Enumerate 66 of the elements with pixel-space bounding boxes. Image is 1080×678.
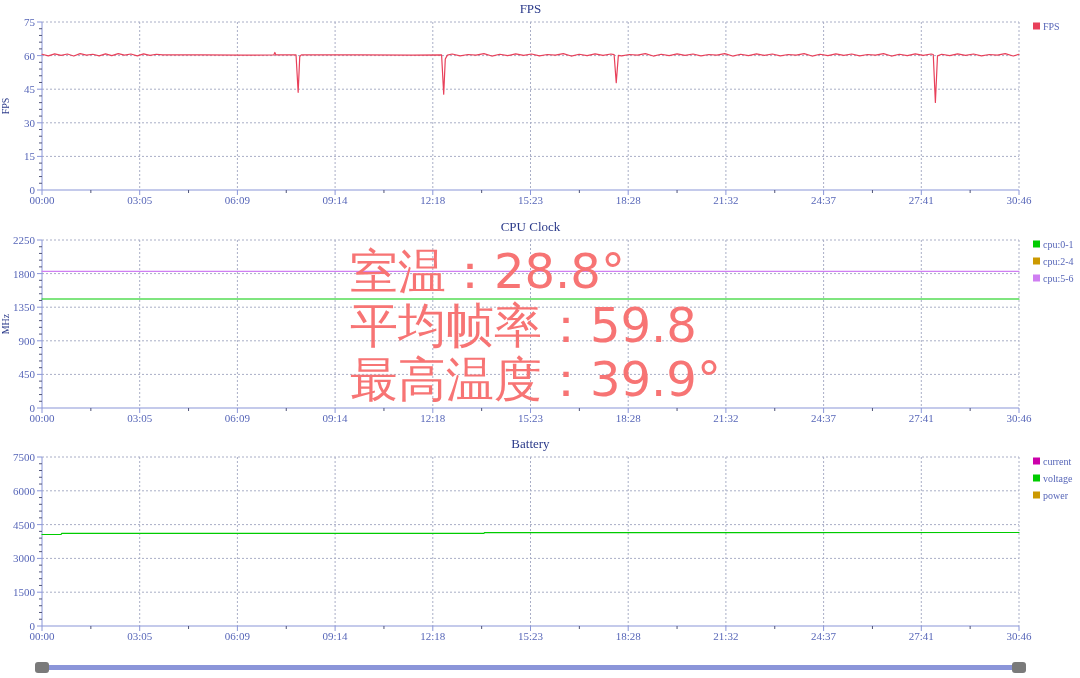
x-tick-label: 27:41 [908, 630, 934, 642]
x-tick-label: 18:28 [615, 630, 642, 642]
x-tick-label: 12:18 [420, 194, 446, 206]
legend-label: cpu:2-4 [1043, 255, 1074, 267]
legend-label: cpu:5-6 [1043, 272, 1074, 284]
x-tick-label: 12:18 [420, 630, 446, 642]
y-tick-label: 2250 [13, 234, 36, 246]
x-tick-label: 09:14 [322, 194, 349, 206]
y-tick-label: 450 [18, 368, 36, 381]
x-tick-label: 06:09 [224, 630, 251, 642]
legend-label: power [1043, 489, 1069, 501]
y-tick-label: 75 [24, 16, 36, 28]
x-tick-label: 21:32 [713, 194, 739, 206]
y-tick-label: 1350 [13, 301, 36, 314]
x-tick-label: 00:00 [29, 412, 56, 424]
x-tick-label: 03:05 [127, 194, 153, 206]
x-tick-label: 24:37 [811, 194, 837, 206]
x-tick-label: 06:09 [224, 194, 251, 206]
x-tick-label: 15:23 [517, 194, 544, 206]
legend-label: current [1043, 455, 1072, 467]
y-tick-label: 15 [24, 150, 36, 163]
y-tick-label: 1500 [13, 586, 36, 599]
y-tick-label: 6000 [13, 484, 36, 497]
chart-title: Battery [511, 436, 551, 451]
x-tick-label: 18:28 [615, 194, 642, 206]
x-tick-label: 18:28 [615, 412, 642, 424]
y-axis-title: MHz [0, 313, 11, 335]
y-tick-label: 1800 [13, 267, 36, 280]
x-tick-label: 21:32 [713, 412, 739, 424]
x-tick-label: 30:46 [1006, 412, 1033, 424]
x-tick-label: 15:23 [517, 412, 544, 424]
x-tick-label: 00:00 [29, 194, 56, 206]
x-tick-label: 09:14 [322, 412, 349, 424]
y-tick-label: 0 [29, 402, 36, 414]
y-tick-label: 900 [18, 334, 36, 347]
x-tick-label: 24:37 [811, 412, 837, 424]
chart-title: CPU Clock [500, 219, 561, 234]
y-tick-label: 60 [24, 49, 36, 62]
y-tick-label: 0 [29, 620, 36, 632]
legend-label: voltage [1043, 472, 1073, 484]
line-series [41, 51, 1020, 104]
x-tick-label: 21:32 [713, 630, 739, 642]
x-tick-label: 12:18 [420, 412, 446, 424]
annotation: 平均帧率：59.8 [350, 297, 697, 353]
y-tick-label: 0 [29, 184, 36, 196]
x-tick-label: 03:05 [127, 412, 153, 424]
y-tick-label: 45 [24, 83, 36, 96]
y-tick-label: 30 [24, 116, 36, 129]
annotation: 最高温度：39.9° [350, 351, 721, 407]
x-tick-label: 27:41 [908, 194, 934, 206]
legend-label: cpu:0-1 [1043, 238, 1074, 250]
x-tick-label: 09:14 [322, 630, 349, 642]
chart-title: FPS [519, 1, 542, 16]
x-tick-label: 15:23 [517, 630, 544, 642]
y-tick-label: 3000 [13, 552, 36, 565]
x-tick-label: 24:37 [811, 630, 837, 642]
y-axis-title: FPS [0, 97, 11, 115]
y-tick-label: 7500 [13, 451, 36, 463]
y-tick-label: 4500 [13, 518, 36, 531]
x-tick-label: 03:05 [127, 630, 153, 642]
x-tick-label: 27:41 [908, 412, 934, 424]
x-tick-label: 30:46 [1006, 194, 1033, 206]
legend-label: FPS [1043, 20, 1060, 32]
x-tick-label: 30:46 [1006, 630, 1033, 642]
x-tick-label: 06:09 [224, 412, 251, 424]
x-tick-label: 00:00 [29, 630, 56, 642]
